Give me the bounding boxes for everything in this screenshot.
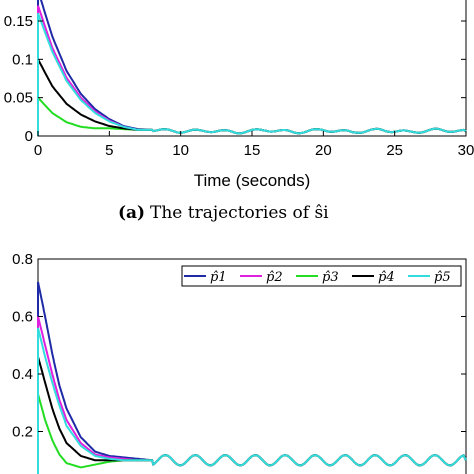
y-tick-label: 0.4	[12, 366, 33, 383]
caption-a-label: (a)	[118, 203, 145, 223]
plot-a-x-ticks: 0 5 10 15 20 25 30	[34, 131, 474, 159]
y-tick-label: 0.15	[4, 13, 33, 30]
x-tick-label: 20	[315, 142, 332, 159]
x-tick-label: 5	[105, 142, 113, 159]
x-tick-label: 25	[386, 142, 403, 159]
plot-a-lines	[37, 0, 467, 136]
plot-b-legend: p̂1 p̂2 p̂3 p̂4 p̂5	[181, 265, 462, 287]
legend-label-1: p̂1	[210, 270, 227, 285]
y-tick-label: 0.05	[4, 90, 33, 107]
legend-label-5: p̂5	[434, 270, 451, 285]
plot-b-lines	[37, 281, 467, 474]
plot-b-y-ticks: 0.2 0.4 0.6 0.8	[12, 251, 466, 441]
plot-b-frame	[37, 258, 467, 474]
y-tick-label: 0.2	[12, 424, 33, 441]
y-tick-label: 0.6	[12, 309, 33, 326]
legend-label-3: p̂3	[322, 270, 339, 285]
legend-label-4: p̂4	[378, 270, 395, 285]
x-tick-label: 15	[244, 142, 261, 159]
x-tick-label: 30	[458, 142, 474, 159]
legend-label-2: p̂2	[266, 270, 283, 285]
plot-a-frame	[37, 0, 467, 137]
plot-a-x-axis-label: Time (seconds)	[194, 171, 311, 190]
y-tick-label: 0.1	[12, 51, 33, 68]
plot-a: 0 0.05 0.1 0.15 0 5 10 15 20 25 30 Time (seconds)	[4, 0, 474, 190]
plot-a-series-5-line	[37, 12, 467, 136]
x-tick-label: 0	[34, 142, 42, 159]
x-tick-label: 10	[172, 142, 189, 159]
plot-b-series-5-line	[37, 327, 467, 474]
caption-a: (a) The trajectories of ŝi	[118, 203, 329, 223]
legend-box	[181, 265, 462, 287]
y-tick-label: 0	[25, 128, 33, 145]
plot-b: 0.2 0.4 0.6 0.8 p̂1 p̂2 p̂3 p̂4 p̂5	[12, 251, 467, 474]
caption-a-text: The trajectories of ŝi	[150, 203, 329, 223]
plot-a-y-ticks: 0 0.05 0.1 0.15	[4, 13, 466, 145]
y-tick-label: 0.8	[12, 251, 33, 268]
